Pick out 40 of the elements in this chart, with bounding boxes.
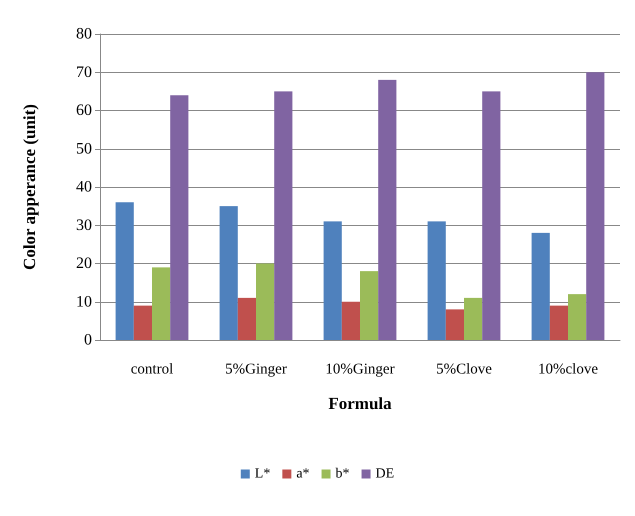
bar	[464, 298, 482, 340]
y-tick-label: 70	[76, 64, 92, 81]
y-tick-label: 50	[76, 140, 92, 158]
bar	[428, 221, 446, 340]
legend-label: a*	[296, 466, 310, 482]
bar	[324, 221, 342, 340]
x-tick-label: 5%Ginger	[225, 362, 287, 378]
y-tick-label: 80	[76, 26, 92, 42]
y-tick-label: 30	[76, 216, 92, 234]
bar	[482, 91, 500, 340]
y-tick-label: 0	[84, 332, 92, 348]
bar	[360, 271, 378, 340]
bar	[342, 302, 360, 340]
bar	[116, 202, 134, 340]
bar	[238, 298, 256, 340]
bar	[220, 206, 238, 340]
x-tick-label: control	[130, 362, 174, 378]
y-tick-label: 40	[76, 178, 92, 196]
y-tick-label: 20	[76, 255, 92, 272]
bar	[550, 306, 568, 340]
bar	[446, 309, 464, 340]
bar	[134, 306, 152, 340]
x-tick-label: 5%Clove	[436, 362, 492, 378]
bar	[170, 95, 188, 340]
y-tick-label: 10	[76, 293, 92, 310]
x-axis-title: Formula	[328, 394, 392, 413]
x-tick-label: 10%clove	[538, 362, 598, 378]
legend-label: b*	[336, 466, 350, 482]
bar	[152, 267, 170, 340]
y-axis-title: Color apperance (unit)	[20, 104, 39, 270]
bar	[568, 294, 586, 340]
bar	[274, 91, 292, 340]
legend-label: L*	[254, 466, 270, 482]
bar	[256, 264, 274, 340]
legend-label: DE	[376, 466, 394, 482]
y-tick-label: 60	[76, 102, 92, 119]
bar	[586, 72, 604, 340]
x-tick-label: 10%Ginger	[325, 362, 395, 378]
bar	[532, 232, 550, 340]
bar	[378, 80, 396, 340]
